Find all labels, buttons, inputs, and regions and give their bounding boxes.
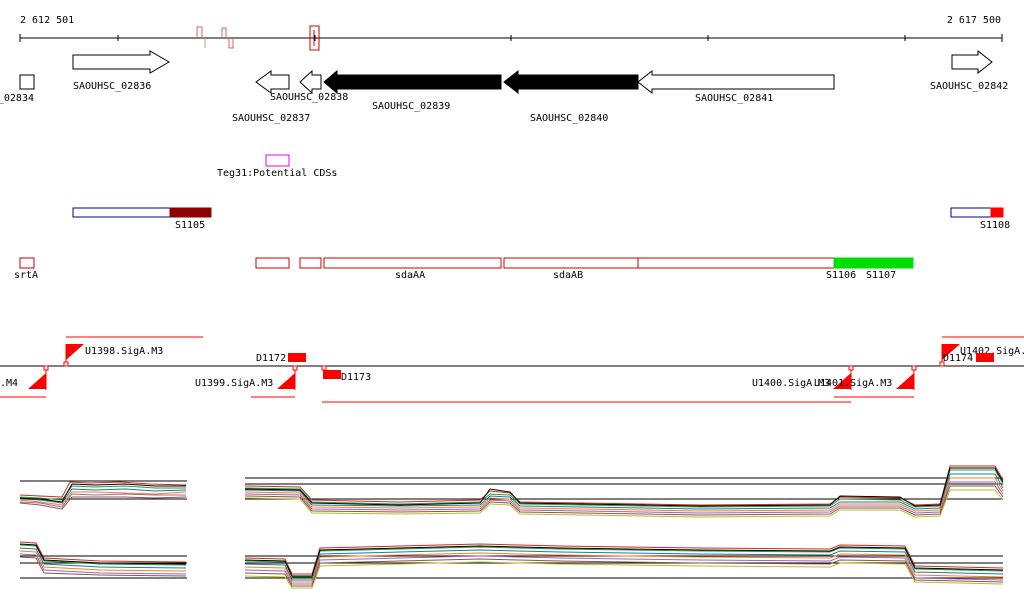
- ruler-end-label: 2 617 500: [947, 15, 1001, 26]
- expression-panel-upper-left: [19, 480, 187, 510]
- regulatory-track: U1398.SigA.M3 U1402.SigA. D1172 D1173 D1…: [0, 336, 1024, 403]
- segment-track: S1105 S1108: [72, 207, 1010, 231]
- ruler-feature-box: [309, 25, 320, 51]
- promoter-m4[interactable]: A.M4: [0, 365, 49, 398]
- segment-label: S1106: [826, 270, 856, 281]
- gene-saouhsc-02840[interactable]: SAOUHSC_02840: [503, 69, 639, 124]
- gene-label: SAOUHSC_02841: [695, 93, 773, 104]
- terminator-label: D1174: [943, 353, 973, 364]
- segment-s1108[interactable]: S1108: [950, 207, 1010, 231]
- potential-cds-box[interactable]: [265, 154, 290, 167]
- segment-s1106-s1107[interactable]: S1106 S1107: [826, 257, 914, 281]
- expression-panel-upper-right: [244, 465, 1004, 518]
- transcript-label: sdaAA: [395, 270, 425, 281]
- promoter-label: U1402.SigA.: [960, 346, 1024, 357]
- expression-panel-lower-right: [244, 543, 1004, 589]
- transcript-box[interactable]: [299, 257, 322, 269]
- ruler-start-label: 2 612 501: [20, 15, 74, 26]
- segment-s1105[interactable]: S1105: [72, 207, 212, 231]
- expression-track: [19, 465, 1004, 589]
- potential-cds-track: Teg31:Potential CDSs: [217, 154, 337, 179]
- segment-label: S1108: [980, 220, 1010, 231]
- gene-saouhsc-02838[interactable]: SAOUHSC_02838: [270, 69, 348, 103]
- potential-cds-label: Teg31:Potential CDSs: [217, 168, 337, 179]
- promoter-u1398[interactable]: U1398.SigA.M3: [63, 336, 203, 367]
- transcript-track: srtA sdaAA sdaAB S1106 S1107: [14, 257, 914, 281]
- transcript-box[interactable]: [255, 257, 290, 269]
- promoter-label: U1399.SigA.M3: [195, 378, 273, 389]
- transcript-sdaab[interactable]: sdaAB: [503, 257, 639, 281]
- segment-label: S1105: [175, 220, 205, 231]
- terminator-label: D1173: [341, 372, 371, 383]
- gene-label: SAOUHSC_02839: [372, 101, 450, 112]
- gene-label: SAOUHSC_02838: [270, 92, 348, 103]
- ruler-feature-mark: [221, 27, 227, 38]
- transcript-box[interactable]: [637, 257, 835, 269]
- segment-label: S1107: [866, 270, 896, 281]
- gene-saouhsc-02842[interactable]: SAOUHSC_02842: [930, 49, 1008, 92]
- ruler-feature-mark: [228, 38, 234, 49]
- terminator-d1173[interactable]: D1173: [321, 365, 371, 383]
- promoter-u1401[interactable]: U1401.SigA.M3: [814, 365, 917, 398]
- gene-label: SAOUHSC_02842: [930, 81, 1008, 92]
- promoter-label: U1398.SigA.M3: [85, 346, 163, 357]
- transcript-label: sdaAB: [553, 270, 583, 281]
- gene-saouhsc-02841[interactable]: SAOUHSC_02841: [637, 69, 835, 104]
- gene-label: SAOUHSC_02836: [73, 81, 151, 92]
- ruler-feature-mark: [196, 26, 203, 38]
- gene-label: SAOUHSC_02834: [0, 93, 34, 104]
- gene-saouhsc-02834[interactable]: SAOUHSC_02834: [0, 74, 35, 104]
- terminator-d1172[interactable]: D1172: [256, 353, 306, 364]
- coordinate-ruler: 2 612 501 2 617 500: [19, 15, 1003, 51]
- promoter-u1399[interactable]: U1399.SigA.M3: [195, 365, 298, 398]
- promoter-label: U1400.SigA.M3: [752, 378, 830, 389]
- transcript-srta[interactable]: srtA: [14, 257, 38, 281]
- gene-saouhsc-02837[interactable]: SAOUHSC_02837: [232, 70, 310, 124]
- promoter-label: U1401.SigA.M3: [814, 378, 892, 389]
- transcript-sdaaa[interactable]: sdaAA: [323, 257, 502, 281]
- gene-saouhsc-02839[interactable]: SAOUHSC_02839: [323, 69, 502, 112]
- transcript-label: srtA: [14, 270, 38, 281]
- gene-label: SAOUHSC_02837: [232, 113, 310, 124]
- terminator-label: D1172: [256, 353, 286, 364]
- promoter-u1402[interactable]: U1402.SigA.: [939, 336, 1024, 367]
- gene-saouhsc-02836[interactable]: SAOUHSC_02836: [72, 50, 170, 92]
- expression-panel-lower-left: [19, 541, 187, 579]
- promoter-label: A.M4: [0, 378, 18, 389]
- terminator-d1174[interactable]: D1174: [943, 353, 994, 364]
- gene-track: SAOUHSC_02834 SAOUHSC_02836 SAOUHSC_0283…: [0, 49, 1008, 124]
- promoter-u1400[interactable]: U1400.SigA.M3: [322, 365, 854, 403]
- gene-label: SAOUHSC_02840: [530, 113, 608, 124]
